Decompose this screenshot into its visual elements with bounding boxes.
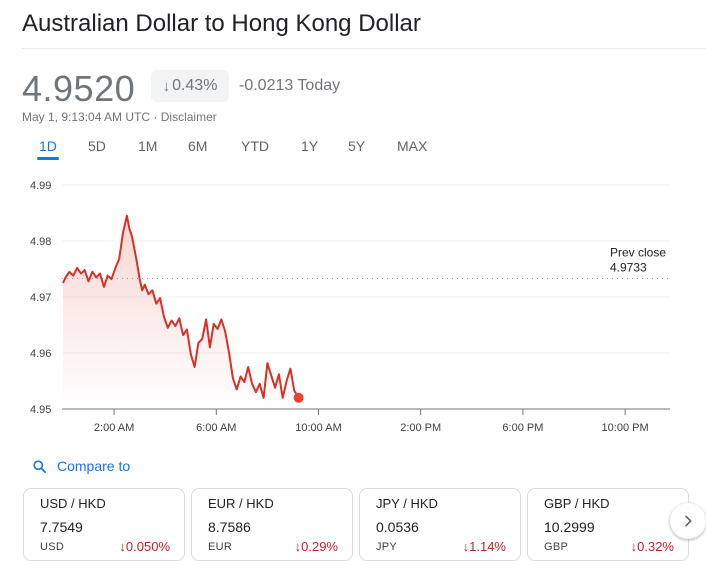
arrow-down-icon: ↓ — [162, 77, 171, 95]
arrow-down-icon: ↓ — [462, 539, 470, 554]
price-line — [62, 214, 300, 399]
card-change: ↓0.050% — [119, 539, 170, 554]
tab-1y[interactable]: 1Y — [301, 138, 319, 154]
card-change-value: 0.050% — [125, 539, 170, 554]
card-base-currency: JPY — [376, 541, 398, 553]
card-jpy-hkd[interactable]: JPY / HKD 0.0536 JPY ↓1.14% — [359, 488, 521, 561]
change-today: -0.0213 Today — [239, 77, 341, 94]
meta-separator: · — [150, 110, 161, 124]
arrow-down-icon: ↓ — [294, 539, 302, 554]
arrow-down-icon: ↓ — [119, 539, 126, 554]
card-base-currency: USD — [40, 541, 65, 553]
prev-close-value: 4.9733 — [610, 261, 647, 275]
x-tick-label: 6:00 PM — [502, 422, 543, 434]
tab-5y[interactable]: 5Y — [348, 138, 366, 154]
tab-1d[interactable]: 1D — [37, 138, 59, 160]
card-base-currency: EUR — [208, 541, 233, 553]
change-percent-value: 0.43% — [172, 77, 218, 94]
compare-to-label: Compare to — [57, 458, 131, 474]
y-tick-label: 4.96 — [30, 348, 51, 360]
card-rate: 8.7586 — [208, 519, 251, 535]
tab-5d[interactable]: 5D — [88, 138, 106, 154]
quote-timestamp: May 1, 9:13:04 AM UTC — [22, 110, 151, 124]
card-eur-hkd[interactable]: EUR / HKD 8.7586 EUR ↓0.29% — [191, 488, 353, 561]
y-tick-label: 4.97 — [30, 292, 51, 304]
prev-close-label: Prev close — [610, 246, 666, 260]
card-change: ↓1.14% — [463, 539, 506, 554]
quote-meta: May 1, 9:13:04 AM UTC · Disclaimer — [22, 110, 217, 124]
chevron-right-icon — [685, 515, 692, 527]
card-rate: 10.2999 — [544, 519, 595, 535]
tab-1m[interactable]: 1M — [138, 138, 158, 154]
card-change: ↓0.32% — [631, 539, 674, 554]
current-price: 4.9520 — [22, 68, 136, 109]
x-tick-label: 10:00 PM — [602, 422, 649, 434]
card-pair: JPY / HKD — [376, 496, 438, 511]
card-change-value: 1.14% — [469, 539, 506, 554]
card-base-currency: GBP — [544, 541, 569, 553]
tab-max[interactable]: MAX — [397, 138, 428, 154]
arrow-down-icon: ↓ — [630, 539, 638, 554]
compare-to-button[interactable]: Compare to — [32, 458, 130, 474]
tab-6m[interactable]: 6M — [188, 138, 208, 154]
card-change: ↓0.29% — [295, 539, 338, 554]
price-area — [63, 215, 299, 409]
header-divider — [22, 48, 706, 49]
price-chart[interactable]: 4.99 4.98 4.97 4.96 4.95 Prev close 4.9733 2… — [0, 170, 706, 442]
card-gbp-hkd[interactable]: GBP / HKD 10.2999 GBP ↓0.32% — [527, 488, 689, 561]
card-pair: GBP / HKD — [544, 496, 610, 511]
card-pair: USD / HKD — [40, 496, 106, 511]
search-icon — [33, 459, 46, 473]
disclaimer-link[interactable]: Disclaimer — [160, 110, 217, 124]
card-rate: 0.0536 — [376, 519, 419, 535]
y-tick-label: 4.99 — [30, 180, 51, 192]
next-cards-button[interactable] — [670, 503, 706, 539]
y-tick-label: 4.95 — [30, 404, 51, 416]
page-title: Australian Dollar to Hong Kong Dollar — [22, 10, 421, 37]
card-rate: 7.7549 — [40, 519, 83, 535]
x-tick-label: 10:00 AM — [295, 422, 341, 434]
card-change-value: 0.29% — [301, 539, 338, 554]
y-tick-label: 4.98 — [30, 236, 51, 248]
card-usd-hkd[interactable]: USD / HKD 7.7549 USD ↓0.050% — [23, 488, 185, 561]
card-pair: EUR / HKD — [208, 496, 274, 511]
tab-ytd[interactable]: YTD — [241, 138, 269, 154]
card-change-value: 0.32% — [637, 539, 674, 554]
x-tick-label: 2:00 AM — [94, 422, 134, 434]
last-price-dot — [293, 392, 304, 403]
x-tick-label: 2:00 PM — [400, 422, 441, 434]
change-percent-badge: ↓ 0.43% — [151, 70, 229, 102]
x-tick-label: 6:00 AM — [196, 422, 236, 434]
